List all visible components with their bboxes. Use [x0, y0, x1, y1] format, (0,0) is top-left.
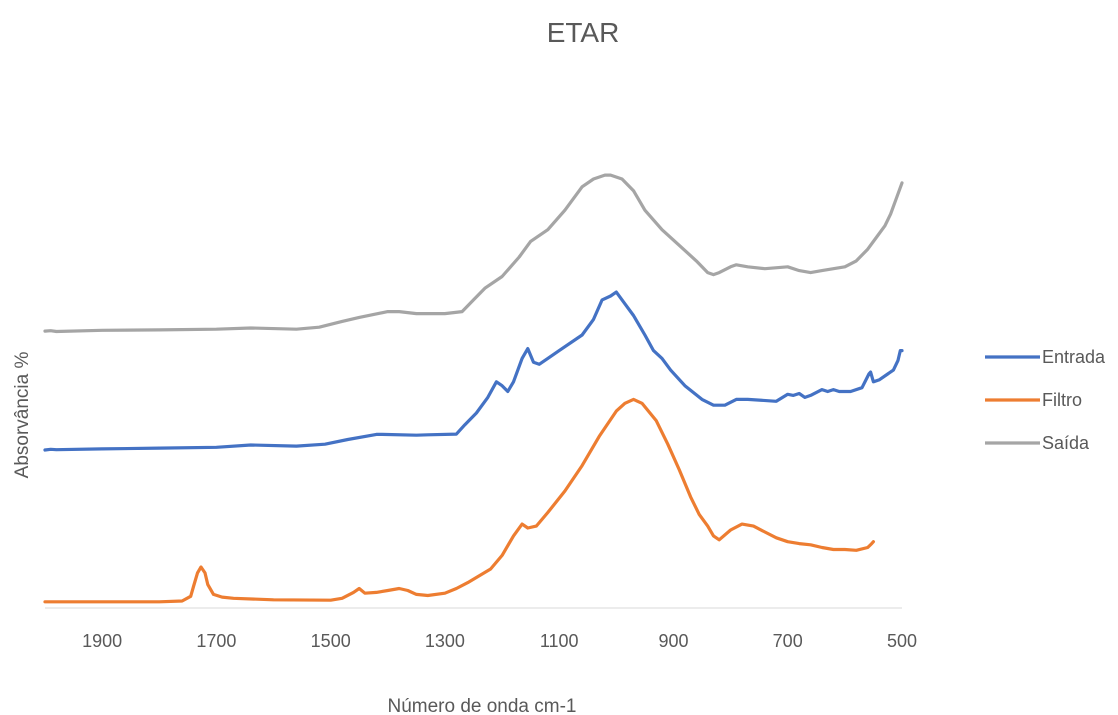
legend: Entrada Filtro Saída [985, 347, 1106, 453]
legend-item-saída: Saída [985, 433, 1090, 453]
y-axis-title: Absorvância % [12, 352, 33, 479]
x-tick-label: 1700 [196, 631, 236, 651]
x-tick-label: 500 [887, 631, 917, 651]
series-line-filtro [43, 397, 875, 604]
x-tick-label: 1500 [311, 631, 351, 651]
series-line-saída [43, 173, 904, 334]
plot-area [43, 173, 904, 604]
legend-item-entrada: Entrada [985, 347, 1106, 367]
legend-label: Filtro [1042, 390, 1082, 410]
x-tick-labels: 1900 1700 1500 1300 1100 900 700 500 [82, 631, 917, 651]
series-line-entrada [43, 290, 904, 452]
x-tick-label: 1900 [82, 631, 122, 651]
chart-title: ETAR [547, 17, 620, 48]
x-tick-label: 1100 [540, 631, 579, 651]
legend-item-filtro: Filtro [985, 390, 1082, 410]
x-tick-label: 900 [658, 631, 688, 651]
x-tick-label: 700 [773, 631, 803, 651]
legend-label: Saída [1042, 433, 1090, 453]
x-axis-title: Número de onda cm-1 [387, 696, 576, 715]
x-tick-label: 1300 [425, 631, 465, 651]
legend-label: Entrada [1042, 347, 1106, 367]
